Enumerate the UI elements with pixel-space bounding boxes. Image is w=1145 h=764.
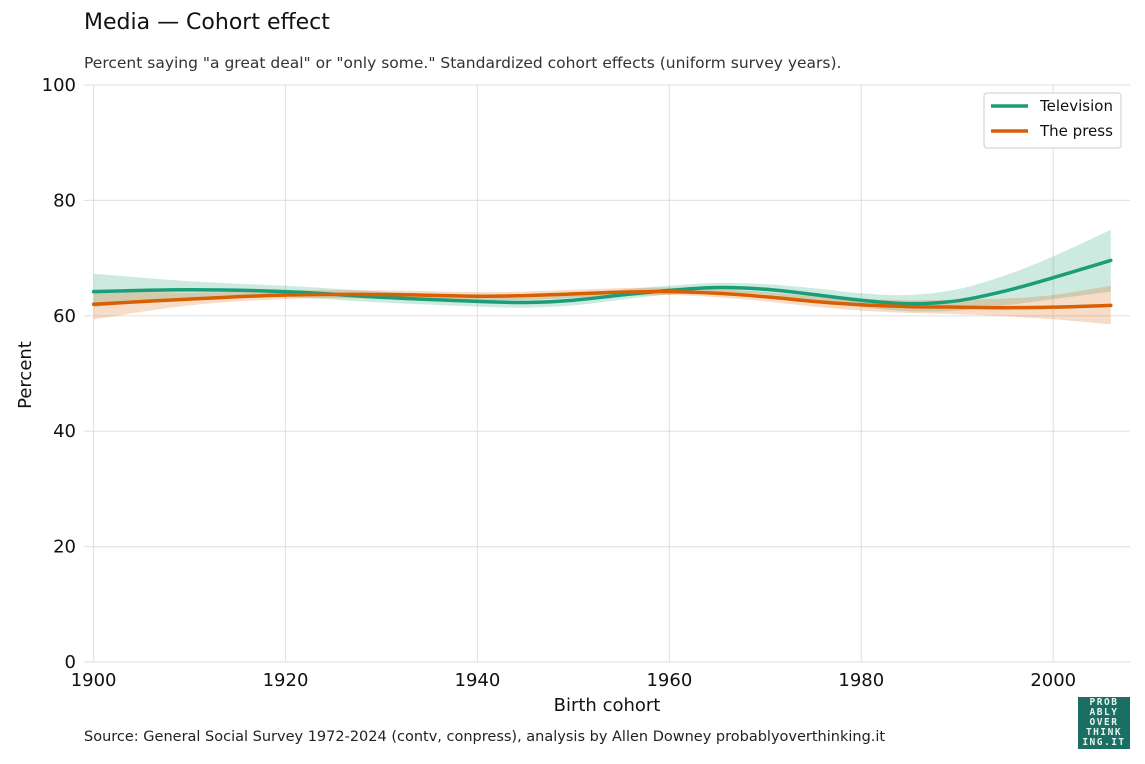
- legend: Television The press: [983, 92, 1122, 149]
- chart-title: Media — Cohort effect: [84, 10, 330, 35]
- y-tick-label: 0: [65, 652, 76, 673]
- logo-text-line: ING.IT: [1082, 737, 1126, 748]
- logo-text-line: THINK: [1085, 727, 1123, 738]
- confidence-band-television: [93, 229, 1111, 312]
- x-tick-label: 1920: [263, 670, 309, 691]
- tick-labels: 0 20 40 60 80 100 1900 1920 1940 1960 1980 2000: [42, 75, 1076, 691]
- x-tick-label: 1940: [455, 670, 501, 691]
- logo-text-line: OVER: [1089, 717, 1119, 728]
- y-tick-label: 20: [53, 537, 76, 558]
- x-tick-label: 2000: [1030, 670, 1076, 691]
- gridlines: [84, 84, 1130, 663]
- chart-subtitle: Percent saying "a great deal" or "only s…: [84, 54, 842, 72]
- y-tick-label: 60: [53, 306, 76, 327]
- x-tick-label: 1980: [838, 670, 884, 691]
- series-line-press: [91, 289, 1113, 310]
- logo-text-line: PROB: [1089, 697, 1119, 708]
- confidence-bands: [93, 229, 1111, 325]
- probably-overthinking-it-logo: PROB ABLY OVER THINK ING.IT: [1078, 697, 1130, 749]
- y-axis-label: Percent: [15, 341, 36, 409]
- y-tick-label: 100: [42, 75, 76, 96]
- x-tick-label: 1960: [646, 670, 692, 691]
- x-tick-label: 1900: [71, 670, 117, 691]
- series-lines: [91, 258, 1113, 310]
- y-tick-label: 40: [53, 421, 76, 442]
- logo-text-line: ABLY: [1089, 707, 1119, 718]
- x-axis-label: Birth cohort: [554, 695, 661, 716]
- legend-label: Television: [1039, 97, 1113, 115]
- legend-label: The press: [1039, 122, 1113, 140]
- y-tick-label: 80: [53, 190, 76, 211]
- source-note: Source: General Social Survey 1972-2024 …: [84, 729, 886, 745]
